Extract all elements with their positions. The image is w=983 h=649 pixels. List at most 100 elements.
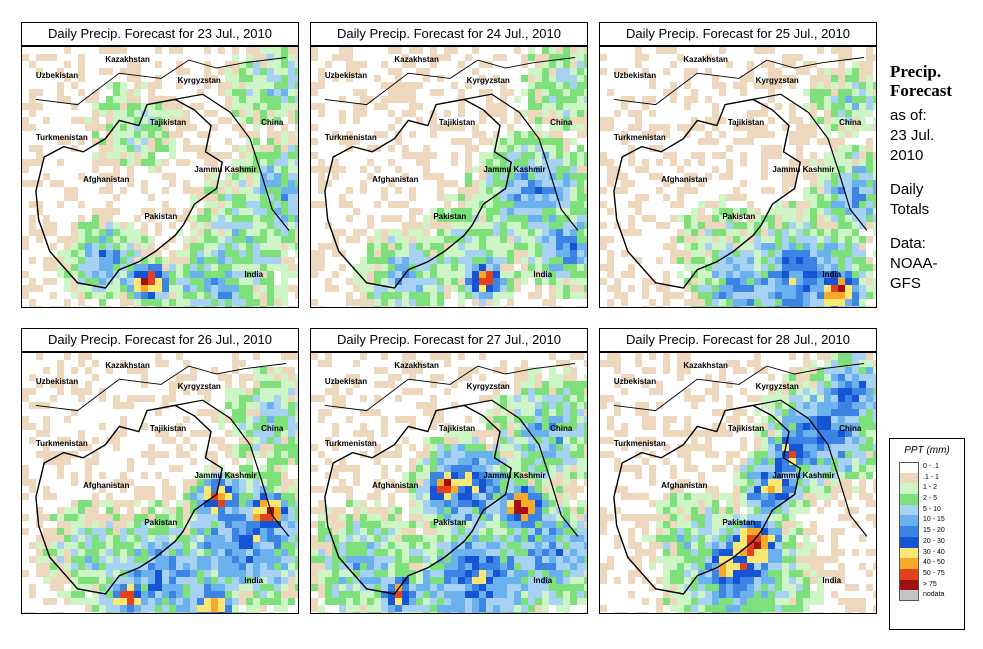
label-kyrgyzstan: Kyrgyzstan xyxy=(177,75,221,85)
legend-swatch xyxy=(899,494,919,505)
label-kyrgyzstan: Kyrgyzstan xyxy=(177,381,221,391)
panel-title: Daily Precip. Forecast for 23 Jul., 2010 xyxy=(21,22,299,46)
legend-row: > 75 xyxy=(890,579,964,591)
legend-row: 30 - 40 xyxy=(890,547,964,559)
label-kyrgyzstan: Kyrgyzstan xyxy=(466,381,510,391)
label-tajikistan: Tajikistan xyxy=(438,117,476,127)
legend-label: 1 - 2 xyxy=(923,484,938,492)
label-afghanistan: Afghanistan xyxy=(83,175,130,185)
label-tajikistan: Tajikistan xyxy=(438,423,476,433)
legend-swatch xyxy=(899,536,919,548)
precip-field xyxy=(22,353,298,613)
label-jammu-kashmir: Jammu Kashmir xyxy=(772,470,835,480)
label-kazakhstan: Kazakhstan xyxy=(394,360,439,370)
legend-swatch xyxy=(899,568,919,580)
precip-map: Kazakhstan Uzbekistan Kyrgyzstan Tajikistan… xyxy=(310,46,588,308)
label-pakistan: Pakistan xyxy=(433,518,467,528)
totals-line2: Totals xyxy=(890,201,930,218)
precip-field xyxy=(600,47,876,307)
label-china: China xyxy=(550,117,573,127)
side-title-line1: Precip. xyxy=(890,62,942,81)
label-india: India xyxy=(244,575,264,585)
label-turkmenistan: Turkmenistan xyxy=(613,439,666,449)
label-kazakhstan: Kazakhstan xyxy=(394,54,439,64)
label-jammu-kashmir: Jammu Kashmir xyxy=(483,164,546,174)
legend-title: PPT (mm) xyxy=(904,445,950,456)
label-india: India xyxy=(533,269,553,279)
legend-row: 10 - 15 xyxy=(890,515,964,527)
legend-swatch xyxy=(899,590,919,601)
panel-title: Daily Precip. Forecast for 27 Jul., 2010 xyxy=(310,328,588,352)
legend-label: 15 - 20 xyxy=(923,527,945,535)
label-india: India xyxy=(244,269,264,279)
data-line1: Data: xyxy=(890,235,926,252)
label-india: India xyxy=(822,269,842,279)
label-uzbekistan: Uzbekistan xyxy=(35,70,79,80)
panel-title: Daily Precip. Forecast for 26 Jul., 2010 xyxy=(21,328,299,352)
label-turkmenistan: Turkmenistan xyxy=(35,439,88,449)
label-jammu-kashmir: Jammu Kashmir xyxy=(483,470,546,480)
legend-label: 20 - 30 xyxy=(923,537,945,545)
label-india: India xyxy=(822,575,842,585)
precip-map: Kazakhstan Uzbekistan Kyrgyzstan Tajikistan… xyxy=(599,352,877,614)
legend-row: 20 - 30 xyxy=(890,536,964,548)
label-afghanistan: Afghanistan xyxy=(661,175,708,185)
legend-row: .1 - 1 xyxy=(890,472,964,484)
legend-swatch xyxy=(899,547,919,559)
label-uzbekistan: Uzbekistan xyxy=(35,376,79,386)
label-uzbekistan: Uzbekistan xyxy=(613,70,657,80)
legend-row: 1 - 2 xyxy=(890,483,964,495)
precip-field xyxy=(311,47,587,307)
precip-map: Kazakhstan Uzbekistan Kyrgyzstan Tajikistan… xyxy=(310,352,588,614)
forecast-panel-jul-28: Daily Precip. Forecast for 28 Jul., 2010… xyxy=(599,328,877,614)
legend-row: 5 - 10 xyxy=(890,504,964,516)
forecast-panel-jul-26: Daily Precip. Forecast for 26 Jul., 2010… xyxy=(21,328,299,614)
asof-line2: 23 Jul. xyxy=(890,127,935,144)
label-china: China xyxy=(839,117,862,127)
precip-map: Kazakhstan Uzbekistan Kyrgyzstan Tajikistan… xyxy=(21,46,299,308)
legend-label: 30 - 40 xyxy=(923,548,945,556)
label-afghanistan: Afghanistan xyxy=(661,481,708,491)
label-kazakhstan: Kazakhstan xyxy=(105,54,150,64)
label-china: China xyxy=(261,423,284,433)
legend-swatch xyxy=(899,483,919,495)
legend-label: 5 - 10 xyxy=(923,505,941,513)
legend-label: 40 - 50 xyxy=(923,559,945,567)
label-jammu-kashmir: Jammu Kashmir xyxy=(194,470,257,480)
legend-swatch xyxy=(899,472,919,484)
label-kyrgyzstan: Kyrgyzstan xyxy=(755,75,799,85)
label-pakistan: Pakistan xyxy=(144,212,178,222)
label-uzbekistan: Uzbekistan xyxy=(613,376,657,386)
label-china: China xyxy=(261,117,284,127)
label-uzbekistan: Uzbekistan xyxy=(324,376,368,386)
totals-line1: Daily xyxy=(890,181,924,198)
label-china: China xyxy=(839,423,862,433)
legend-label: 2 - 5 xyxy=(923,495,938,503)
panel-title: Daily Precip. Forecast for 25 Jul., 2010 xyxy=(599,22,877,46)
label-uzbekistan: Uzbekistan xyxy=(324,70,368,80)
precip-field xyxy=(22,47,298,307)
label-jammu-kashmir: Jammu Kashmir xyxy=(772,164,835,174)
legend-row: 40 - 50 xyxy=(890,558,964,569)
legend-row: nodata xyxy=(890,590,964,601)
panel-title: Daily Precip. Forecast for 24 Jul., 2010 xyxy=(310,22,588,46)
legend-swatch xyxy=(899,558,919,569)
legend-swatch xyxy=(899,526,919,537)
legend-rows: 0 - .1 .1 - 1 1 - 2 2 - 5 5 - 10 10 - 15 15 - … xyxy=(890,462,964,601)
legend-label: 10 - 15 xyxy=(923,516,945,524)
label-pakistan: Pakistan xyxy=(722,518,756,528)
data-line2: NOAA- xyxy=(890,255,938,272)
label-kazakhstan: Kazakhstan xyxy=(683,360,728,370)
legend-swatch xyxy=(899,579,919,591)
label-pakistan: Pakistan xyxy=(433,212,467,222)
forecast-panel-jul-27: Daily Precip. Forecast for 27 Jul., 2010… xyxy=(310,328,588,614)
forecast-panel-jul-24: Daily Precip. Forecast for 24 Jul., 2010… xyxy=(310,22,588,308)
label-kazakhstan: Kazakhstan xyxy=(105,360,150,370)
legend-label: .1 - 1 xyxy=(923,473,939,481)
side-title-line2: Forecast xyxy=(890,81,952,100)
label-tajikistan: Tajikistan xyxy=(149,423,187,433)
panel-title: Daily Precip. Forecast for 28 Jul., 2010 xyxy=(599,328,877,352)
label-tajikistan: Tajikistan xyxy=(149,117,187,127)
data-line3: GFS xyxy=(890,275,921,292)
legend-label: 50 - 75 xyxy=(923,569,945,577)
